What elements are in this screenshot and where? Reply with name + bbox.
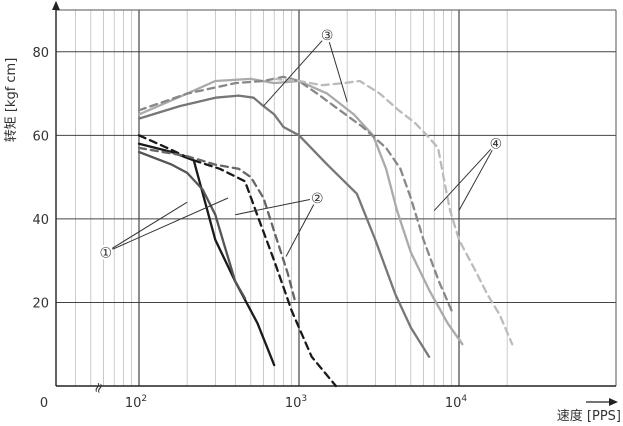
series-line-3: [137, 75, 453, 312]
x-tick-label: 104: [445, 394, 468, 411]
callout-leader-line: [235, 197, 318, 216]
callout-label: ③: [321, 28, 334, 44]
series-line-1: [137, 150, 247, 300]
series-line-1: [137, 142, 276, 367]
callout-leader-line: [326, 34, 348, 103]
y-tick-label: 60: [32, 129, 49, 144]
x-zero-label: 0: [40, 396, 48, 411]
callout-leader-line: [458, 143, 497, 211]
callout-marker: [309, 190, 325, 206]
x-tick-label: 103: [285, 394, 307, 411]
series-line-3: [137, 94, 431, 358]
callout-label: ①: [100, 245, 113, 261]
callout-marker: [319, 27, 335, 43]
y-axis-arrow: [52, 1, 60, 10]
y-tick-label: 20: [32, 296, 49, 311]
tick-labels: 20 40 60 80 102 103 104 0 ≈: [32, 46, 467, 411]
callout-label: ④: [490, 137, 503, 153]
callout-leader-line: [433, 143, 497, 211]
callout-leader-line: [285, 197, 318, 257]
y-axis-label: 转矩 [kgf cm]: [4, 58, 19, 143]
series-line-2: [137, 134, 338, 388]
series-line-2: [137, 146, 297, 304]
callout-leader-line: [105, 201, 188, 253]
y-tick-label: 80: [32, 46, 49, 61]
x-axis-arrow-head: [609, 398, 618, 406]
series-lines: [137, 75, 514, 388]
callout-annotations: ① ② ③ ④: [98, 27, 504, 261]
callout-leader-line: [105, 197, 229, 253]
callout-marker: [488, 136, 504, 152]
y-tick-label: 40: [32, 213, 49, 228]
grid-lines: [56, 9, 617, 386]
callout-marker: [98, 244, 114, 260]
axis-break-mark: ≈: [89, 380, 108, 396]
x-tick-label: 102: [125, 394, 147, 411]
callout-label: ②: [311, 191, 324, 207]
x-axis-label: 速度 [PPS]: [557, 408, 621, 424]
callout-leader-line: [263, 34, 328, 107]
series-line-3: [273, 77, 514, 346]
series-line-3: [137, 77, 464, 346]
